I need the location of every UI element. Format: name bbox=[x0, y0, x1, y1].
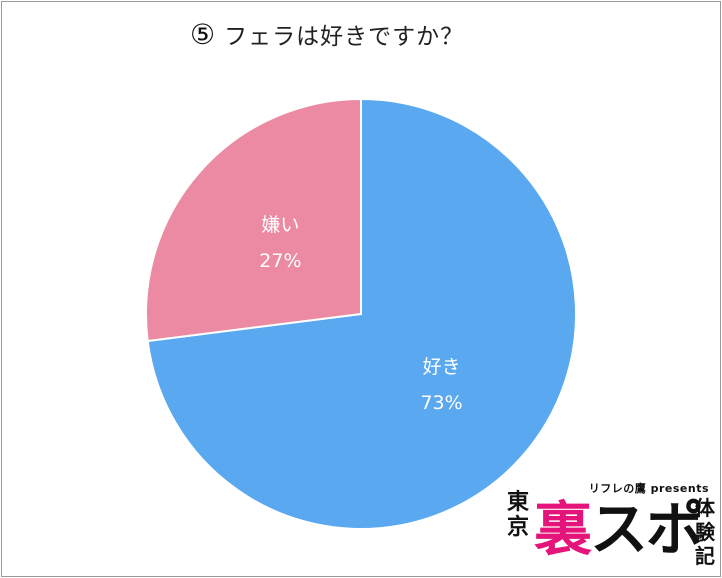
logo-right-text: 体 験 記 bbox=[693, 496, 717, 568]
slice-percent-label: 27% bbox=[259, 250, 301, 272]
logo-left-text: 東 京 bbox=[505, 490, 531, 540]
logo-left-char: 東 bbox=[506, 490, 529, 515]
logo-main-char-2: スポ bbox=[590, 495, 704, 563]
logo-presented-by: リフレの鷹 presents bbox=[588, 482, 709, 495]
question-text: フェラは好きですか？ bbox=[224, 24, 465, 50]
logo-main-char-1: 裏 bbox=[534, 495, 592, 563]
slice-name-label: 嫌い bbox=[261, 214, 299, 236]
pie-slice-2 bbox=[145, 97, 362, 343]
pie-labels: 好き 73% 嫌い 27% bbox=[259, 214, 462, 414]
tokyo-urasupo-logo: リフレの鷹 presents 東 京 裏スポ 体 験 記 bbox=[503, 478, 719, 574]
logo-right-char: 記 bbox=[695, 544, 715, 568]
logo-left-char: 京 bbox=[506, 515, 529, 540]
chart-title: ⑤ フェラは好きですか？ bbox=[190, 14, 464, 54]
question-number: ⑤ bbox=[190, 17, 217, 51]
logo-right-char: 験 bbox=[695, 520, 715, 544]
pie-slices bbox=[145, 97, 577, 530]
logo-main-text: 裏スポ bbox=[534, 494, 704, 564]
slice-name-label: 好き bbox=[423, 356, 461, 378]
slice-percent-label: 73% bbox=[420, 392, 462, 414]
logo-right-char: 体 bbox=[695, 496, 715, 520]
